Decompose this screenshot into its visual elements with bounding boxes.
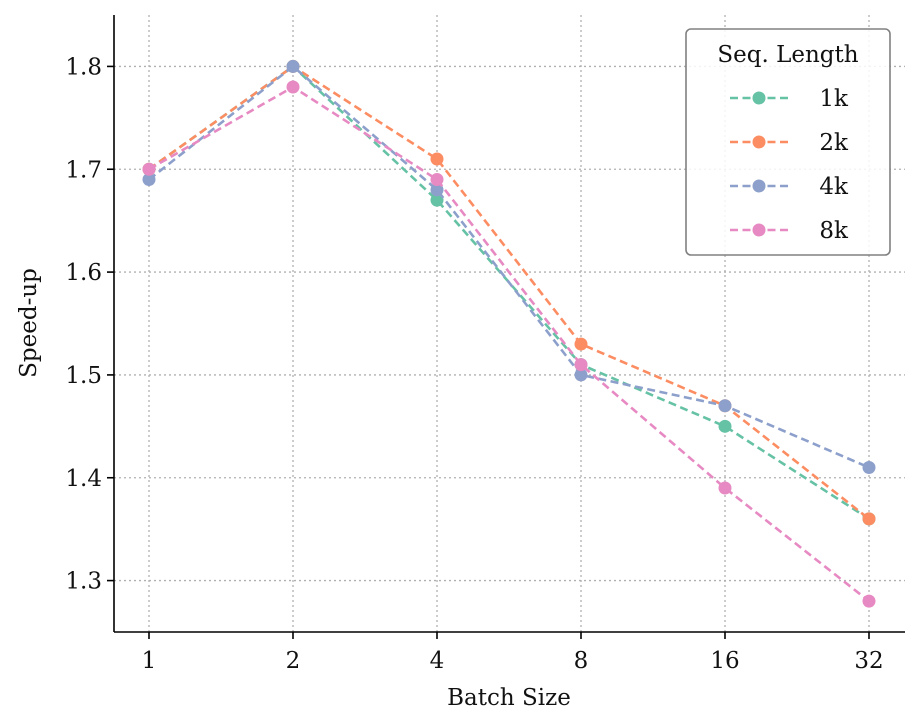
legend-swatch-marker <box>752 91 766 105</box>
series-line <box>148 85 870 603</box>
y-tick-label: 1.6 <box>65 260 102 286</box>
y-tick-label: 1.8 <box>65 54 102 80</box>
data-point <box>574 337 588 351</box>
legend-label: 2k <box>819 130 849 156</box>
data-point <box>142 162 156 176</box>
y-axis-title: Speed-up <box>16 268 42 378</box>
data-point <box>286 80 300 94</box>
legend-item-2k: 2k <box>730 130 849 156</box>
data-point <box>862 512 876 526</box>
x-tick-label: 16 <box>710 648 739 674</box>
legend-swatch-marker <box>752 135 766 149</box>
legend-title: Seq. Length <box>717 42 858 68</box>
series-line <box>148 64 870 469</box>
x-tick-label: 2 <box>286 648 301 674</box>
legend-item-1k: 1k <box>730 86 849 112</box>
legend-label: 1k <box>819 86 849 112</box>
y-tick-label: 1.7 <box>65 157 102 183</box>
legend-label: 4k <box>819 174 849 200</box>
x-tick-label: 8 <box>574 648 589 674</box>
legend-item-8k: 8k <box>730 218 849 244</box>
data-point <box>430 183 444 197</box>
legend-swatch-marker <box>752 223 766 237</box>
x-tick-label: 1 <box>142 648 157 674</box>
y-tick-label: 1.4 <box>65 466 102 492</box>
legend-swatch-marker <box>752 179 766 193</box>
series-8k <box>142 80 876 608</box>
series-4k <box>142 59 876 474</box>
data-point <box>718 481 732 495</box>
legend: Seq. Length 1k 2k 4k 8k <box>685 28 891 256</box>
data-point <box>718 399 732 413</box>
legend-label: 8k <box>819 218 849 244</box>
data-point <box>430 173 444 187</box>
data-point <box>430 152 444 166</box>
x-axis-title: Batch Size <box>447 685 571 711</box>
data-point <box>574 368 588 382</box>
data-point <box>718 419 732 433</box>
data-point <box>430 193 444 207</box>
series-line <box>148 64 870 520</box>
ticks: 1 2 4 8 16 32 1.3 1.4 1.5 1.6 1.7 1.8 <box>65 54 883 674</box>
y-tick-label: 1.5 <box>65 363 102 389</box>
legend-item-4k: 4k <box>730 174 849 200</box>
y-tick-label: 1.3 <box>65 569 102 595</box>
data-point <box>142 173 156 187</box>
axes <box>113 15 905 633</box>
data-point <box>286 59 300 73</box>
data-point <box>862 594 876 608</box>
x-tick-label: 4 <box>430 648 445 674</box>
data-point <box>574 358 588 372</box>
data-point <box>862 460 876 474</box>
series-layer <box>142 59 876 608</box>
x-tick-label: 32 <box>854 648 883 674</box>
